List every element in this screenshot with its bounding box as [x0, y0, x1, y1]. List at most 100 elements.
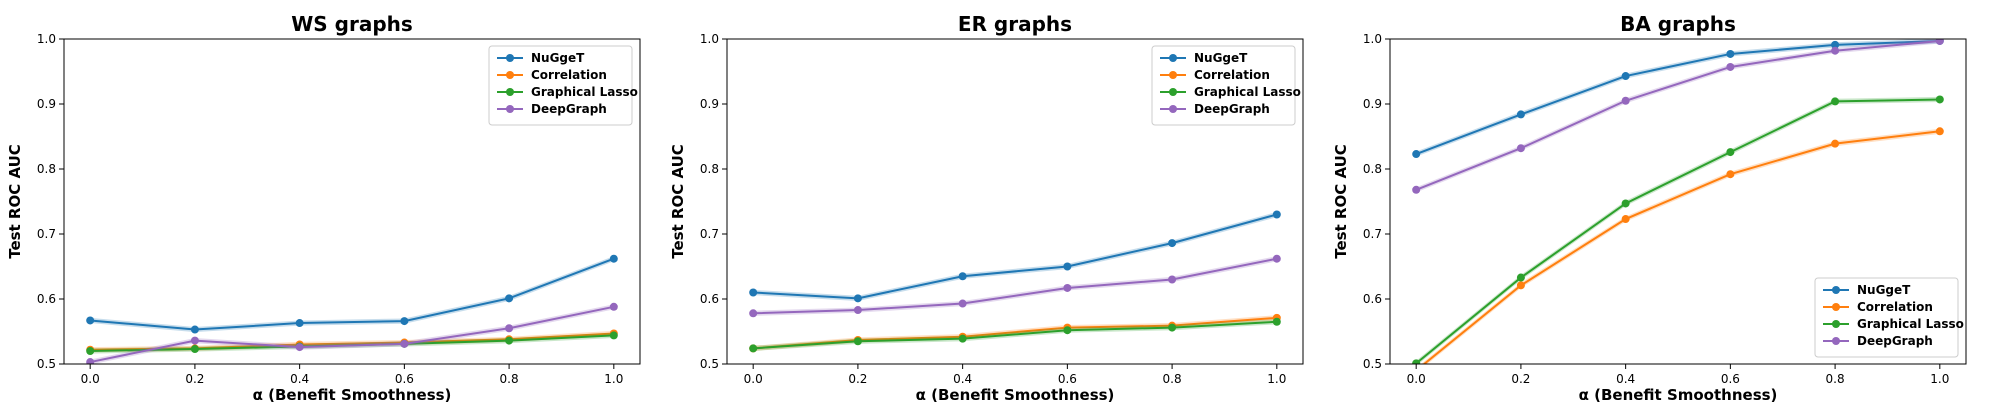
x-tick-label: 0.0 [744, 372, 763, 386]
legend: NuGgeT Correlation Graphical Lasso DeepGrap… [1151, 45, 1301, 126]
data-point [1412, 150, 1421, 159]
legend-swatch-marker [1832, 286, 1840, 294]
data-point [1516, 281, 1525, 290]
x-tick-label: 0.2 [1511, 372, 1530, 386]
series-band [753, 256, 1277, 316]
data-point [190, 325, 199, 334]
chart-title: WS graphs [291, 12, 413, 36]
data-point [1272, 254, 1281, 263]
series-nugget [749, 210, 1281, 303]
x-tick-label: 0.8 [500, 372, 519, 386]
y-tick-label: 0.6 [1363, 292, 1382, 306]
x-tick-label: 0.2 [185, 372, 204, 386]
series-line [1415, 98, 1940, 364]
x-tick-label: 0.2 [848, 372, 867, 386]
y-tick-label: 1.0 [700, 32, 719, 46]
y-tick-label: 0.9 [37, 97, 56, 111]
y-tick-label: 0.6 [700, 292, 719, 306]
series-band [753, 211, 1277, 301]
chart-title: ER graphs [958, 12, 1072, 36]
data-point [295, 319, 304, 328]
legend-label: NuGgeT [1857, 283, 1911, 297]
series-graphical-lasso [1412, 95, 1944, 364]
data-point [505, 324, 514, 333]
series-line [753, 316, 1277, 350]
legend-swatch-marker [506, 105, 514, 113]
y-tick-label: 1.0 [37, 32, 56, 46]
legend-swatch-marker [506, 88, 514, 96]
y-tick-label: 0.9 [1363, 97, 1382, 111]
legend-label: Correlation [1194, 68, 1270, 82]
data-point [749, 288, 758, 297]
chart-panel-1: ER graphs Test ROC AUC α (Benefit Smoothne… [669, 12, 1304, 404]
series-deepgraph [749, 254, 1281, 318]
data-point [1726, 148, 1735, 157]
plot-frame [726, 38, 1304, 365]
x-tick-label: 1.0 [1267, 372, 1286, 386]
x-tick-label: 0.6 [1058, 372, 1077, 386]
data-point [1063, 326, 1072, 335]
data-point [505, 336, 514, 345]
plot-frame [1389, 38, 1967, 365]
data-point [609, 254, 618, 263]
series-band [1416, 39, 1940, 157]
data-point [1516, 273, 1525, 282]
series-graphical-lasso [749, 317, 1281, 353]
x-tick-label: 0.8 [1163, 372, 1182, 386]
legend-swatch-marker [506, 71, 514, 79]
data-point [86, 347, 95, 355]
x-axis-label: α (Benefit Smoothness) [253, 386, 452, 404]
data-point [190, 336, 199, 345]
legend-box [488, 45, 633, 126]
data-point [1935, 95, 1944, 104]
data-point [1935, 39, 1944, 45]
data-point [958, 272, 967, 281]
legend-box [1151, 45, 1296, 126]
data-point [1516, 144, 1525, 153]
legend-label: Correlation [1857, 300, 1933, 314]
x-axis-label: α (Benefit Smoothness) [916, 386, 1115, 404]
chart-panel-2: BA graphs Test ROC AUC α (Benefit Smoothne… [1332, 12, 1967, 404]
data-point [1063, 283, 1072, 292]
series-line [1415, 39, 1940, 155]
legend-swatch-marker [1169, 88, 1177, 96]
legend-label: NuGgeT [531, 51, 585, 65]
series-line [1415, 39, 1940, 191]
chart-title: BA graphs [1620, 12, 1736, 36]
data-point [1831, 46, 1840, 55]
data-point [505, 294, 514, 303]
series-line [753, 257, 1278, 315]
data-point [1272, 317, 1281, 326]
data-point [86, 358, 95, 364]
data-point [609, 331, 618, 340]
series-nugget [86, 254, 618, 334]
data-point [853, 337, 862, 346]
series-line [753, 213, 1278, 300]
legend-swatch-marker [1832, 320, 1840, 328]
data-point [1831, 40, 1840, 49]
y-axis-label: Test ROC AUC [669, 144, 687, 259]
data-point [1621, 215, 1630, 224]
y-tick-label: 0.8 [37, 162, 56, 176]
x-tick-label: 0.4 [953, 372, 972, 386]
data-point [1412, 185, 1421, 194]
y-tick-label: 0.5 [1363, 357, 1382, 371]
legend-swatch-marker [1169, 105, 1177, 113]
x-tick-label: 0.4 [290, 372, 309, 386]
data-point [609, 302, 618, 311]
series-deepgraph [1412, 39, 1944, 194]
data-point [1935, 127, 1944, 136]
data-point [1168, 323, 1177, 332]
data-point [190, 345, 199, 354]
series-correlation [1420, 127, 1944, 364]
series-deepgraph [86, 302, 618, 364]
series-line [1422, 130, 1940, 364]
data-point [1063, 262, 1072, 271]
data-point [749, 344, 758, 353]
data-point [1168, 275, 1177, 284]
y-tick-label: 0.9 [700, 97, 719, 111]
y-tick-label: 0.7 [1363, 227, 1382, 241]
y-tick-label: 0.7 [37, 227, 56, 241]
legend-swatch-marker [1832, 337, 1840, 345]
